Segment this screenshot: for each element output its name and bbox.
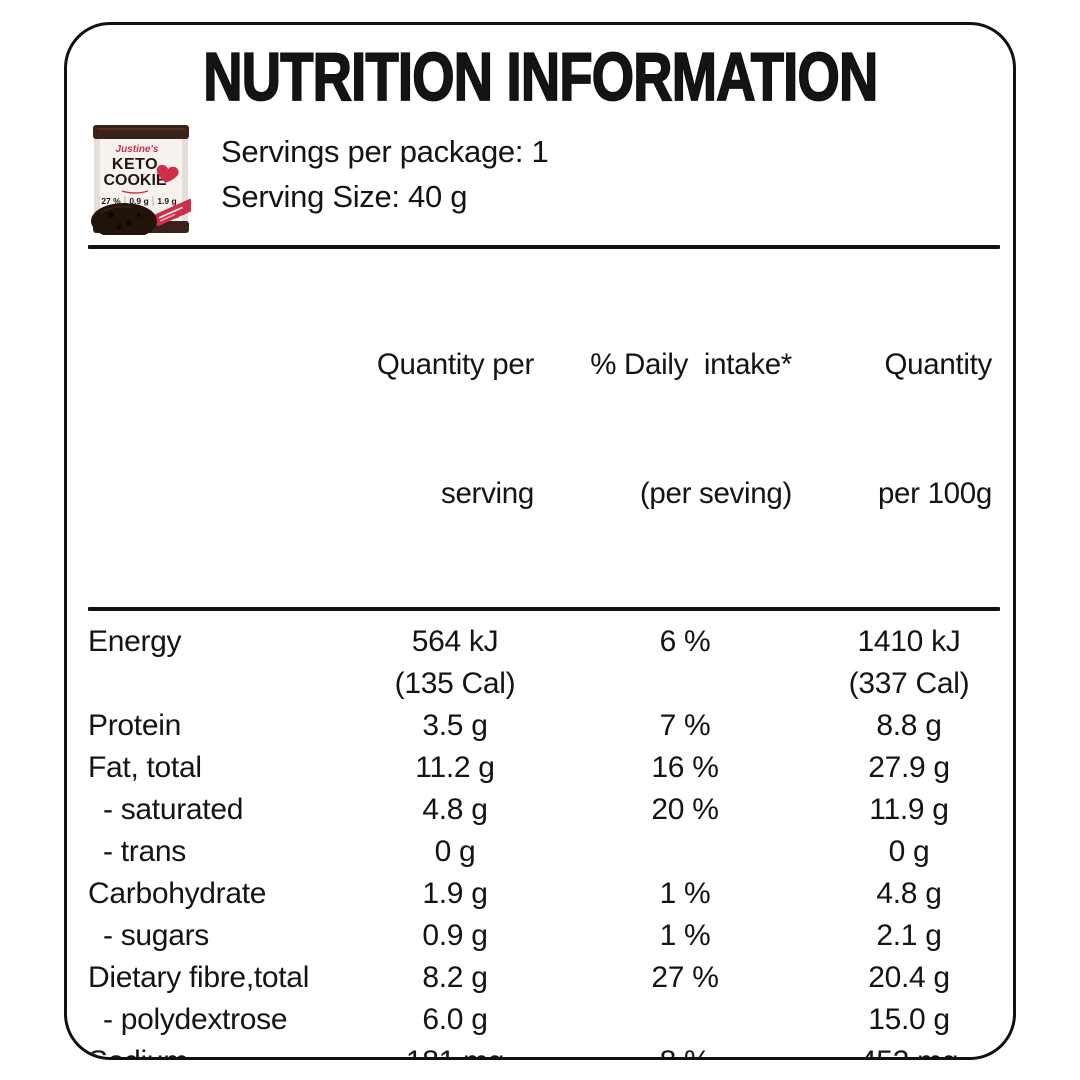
package-right-gusset xyxy=(182,131,188,229)
crimp-streak xyxy=(97,128,185,130)
serving-size: Serving Size: 40 g xyxy=(221,179,468,214)
qty-per-serving: 181 mg xyxy=(358,1041,552,1057)
qty-per-100g: 452 mg xyxy=(818,1041,1000,1057)
product-name-line1: KETO xyxy=(112,156,158,173)
nutrient-label: Sodium xyxy=(88,1041,358,1057)
badge-carbs: 27 % xyxy=(101,196,121,206)
serving-info: Servings per package: 1 Serving Size: 40… xyxy=(221,123,549,219)
servings-per-package: Servings per package: 1 xyxy=(221,134,549,169)
table-row-trans: - trans 0 g 0 g xyxy=(88,831,1000,873)
qty-per-100g: 2.1 g xyxy=(876,919,942,952)
table-body: Energy 564 kJ (135 Cal) 6 % 1410 kJ (337… xyxy=(88,611,1000,1057)
qty-per-100g: 1410 kJ (337 Cal) xyxy=(848,625,970,700)
badge-sugar: 0.9 g xyxy=(129,196,148,206)
table-row-protein: Protein 3.5 g 7 % 8.8 g xyxy=(88,705,1000,747)
choc-chip xyxy=(137,213,141,217)
qty-per-100g: 4.8 g xyxy=(876,877,942,910)
daily-intake: 7 % xyxy=(659,709,711,742)
cookie-photo xyxy=(91,203,157,235)
divider-top xyxy=(88,245,1000,249)
ribbon-script-line xyxy=(158,206,184,219)
nutrient-label: - polydextrose xyxy=(103,1003,288,1036)
table-header-row: Quantity per serving % Daily intake* (pe… xyxy=(88,249,1000,607)
table-row-sugars: - sugars 0.9 g 1 % 2.1 g xyxy=(88,915,1000,957)
ribbon-banner xyxy=(152,198,191,226)
nutrient-label: Energy xyxy=(88,625,182,658)
qty-per-100g: 27.9 g xyxy=(868,751,950,784)
nutrient-label: - sugars xyxy=(103,919,209,952)
header-qty-per-serving: Quantity per serving xyxy=(376,348,534,510)
table-row-carbohydrate: Carbohydrate 1.9 g 1 % 4.8 g xyxy=(88,873,1000,915)
table-row-saturated: - saturated 4.8 g 20 % 11.9 g xyxy=(88,789,1000,831)
daily-intake: 8 % xyxy=(552,1041,818,1057)
qty-per-serving: 4.8 g xyxy=(422,793,488,826)
choc-chip xyxy=(108,212,114,218)
cookie-shape xyxy=(91,203,157,235)
qty-per-serving: 8.2 g xyxy=(422,961,488,994)
qty-per-serving: 3.5 g xyxy=(422,709,488,742)
daily-intake: 1 % xyxy=(659,877,711,910)
nutrient-label: - saturated xyxy=(103,793,244,826)
brand-script-text: Justine's xyxy=(116,144,159,155)
daily-intake: 27 % xyxy=(651,961,719,994)
nutrient-label: Protein xyxy=(88,709,181,742)
qty-per-serving: 6.0 g xyxy=(422,1003,488,1036)
nutrient-label: Fat, total xyxy=(88,751,202,784)
page-title-text: NUTRITION INFORMATION xyxy=(202,39,878,115)
qty-per-serving: 0 g xyxy=(434,835,476,868)
ribbon-script-line xyxy=(160,213,176,222)
qty-per-100g: 8.8 g xyxy=(876,709,942,742)
daily-intake: 16 % xyxy=(651,751,719,784)
qty-per-serving: 1.9 g xyxy=(422,877,488,910)
nutrition-table: Quantity per serving % Daily intake* (pe… xyxy=(88,249,1000,1057)
page-title: NUTRITION INFORMATION xyxy=(67,39,1013,115)
table-row-fat-total: Fat, total 11.2 g 16 % 27.9 g xyxy=(88,747,1000,789)
package-top-crimp xyxy=(93,125,189,139)
header-spacer xyxy=(88,257,358,601)
qty-per-100g: 20.4 g xyxy=(868,961,950,994)
table-row-dietary-fibre: Dietary fibre,total 8.2 g 27 % 20.4 g xyxy=(88,957,1000,999)
table-row-polydextrose: - polydextrose 6.0 g 15.0 g xyxy=(88,999,1000,1041)
daily-intake xyxy=(552,999,818,1041)
table-row-energy: Energy 564 kJ (135 Cal) 6 % 1410 kJ (337… xyxy=(88,621,1000,705)
choc-chip xyxy=(126,220,132,226)
choc-chip xyxy=(116,224,122,230)
daily-intake: 1 % xyxy=(659,919,711,952)
badge-net-carbs: 1.9 g xyxy=(157,196,176,206)
qty-per-serving: 11.2 g xyxy=(415,751,495,784)
qty-per-serving: 564 kJ (135 Cal) xyxy=(394,625,516,700)
nutrient-label: Carbohydrate xyxy=(88,877,267,910)
cookie-highlight xyxy=(100,205,132,214)
keto-cookie-package-image: Justine's KETO COOKIE 27 % 0.9 g 1.9 g xyxy=(91,125,191,235)
header-daily-intake: % Daily intake* (per seving) xyxy=(590,348,792,510)
daily-intake: 20 % xyxy=(651,793,719,826)
serving-summary-section: Justine's KETO COOKIE 27 % 0.9 g 1.9 g xyxy=(91,123,1013,235)
nutrient-label: Dietary fibre,total xyxy=(88,961,310,994)
daily-intake: 6 % xyxy=(659,625,711,658)
label-panel: NUTRITION INFORMATION Justine's KETO COO… xyxy=(64,22,1016,1060)
table-row-sodium: Sodium 181 mg 8 % 452 mg xyxy=(88,1041,1000,1057)
product-name-line2: COOKIE xyxy=(103,172,166,189)
header-qty-per-100g: Quantity per 100g xyxy=(877,348,992,510)
qty-per-100g: 0 g xyxy=(888,835,930,868)
nutrient-label: - trans xyxy=(103,835,186,868)
daily-intake xyxy=(552,831,818,873)
qty-per-serving: 0.9 g xyxy=(422,919,488,952)
qty-per-100g: 15.0 g xyxy=(868,1003,950,1036)
package-left-gusset xyxy=(94,131,100,229)
heart-icon xyxy=(156,164,179,183)
divider-header xyxy=(88,607,1000,611)
red-script-underline xyxy=(121,190,149,194)
qty-per-100g: 11.9 g xyxy=(869,793,949,826)
